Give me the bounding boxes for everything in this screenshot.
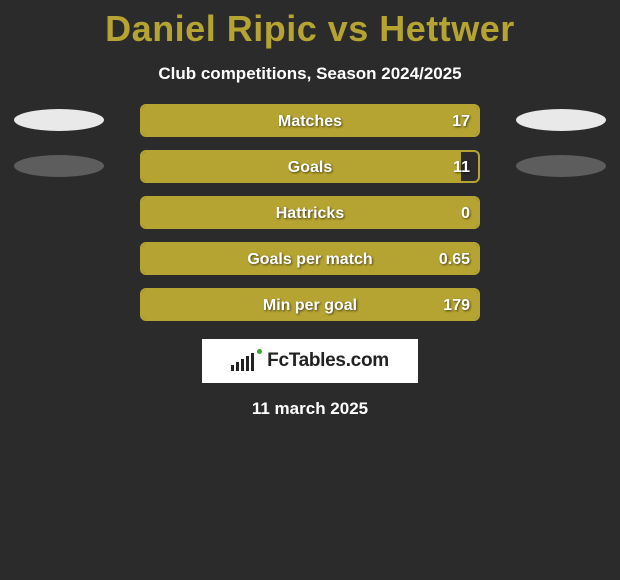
logo-box: FcTables.com bbox=[202, 339, 418, 383]
stat-value: 11 bbox=[453, 152, 470, 183]
row-shadow-left bbox=[14, 109, 104, 131]
date-text: 11 march 2025 bbox=[0, 383, 620, 419]
page-title: Daniel Ripic vs Hettwer bbox=[0, 0, 620, 50]
stat-bar: Min per goal179 bbox=[140, 288, 480, 321]
stat-label: Matches bbox=[142, 106, 478, 137]
stat-value: 17 bbox=[452, 106, 470, 137]
stat-label: Min per goal bbox=[142, 290, 478, 321]
stat-row: Goals per match0.65 bbox=[0, 242, 620, 275]
stat-row: Matches17 bbox=[0, 104, 620, 137]
stat-row: Min per goal179 bbox=[0, 288, 620, 321]
stats-rows: Matches17 Goals11 Hattricks0 Goals per matc… bbox=[0, 104, 620, 321]
stat-row: Hattricks0 bbox=[0, 196, 620, 229]
row-shadow-left bbox=[14, 155, 104, 177]
stat-row: Goals11 bbox=[0, 150, 620, 183]
stat-label: Hattricks bbox=[142, 198, 478, 229]
row-shadow-right bbox=[516, 155, 606, 177]
subtitle: Club competitions, Season 2024/2025 bbox=[0, 50, 620, 104]
stat-value: 0 bbox=[461, 198, 470, 229]
stat-value: 179 bbox=[443, 290, 470, 321]
stat-label: Goals per match bbox=[142, 244, 478, 275]
stat-label: Goals bbox=[142, 152, 478, 183]
row-shadow-right bbox=[516, 109, 606, 131]
stat-bar: Matches17 bbox=[140, 104, 480, 137]
stat-bar: Hattricks0 bbox=[140, 196, 480, 229]
stat-bar: Goals per match0.65 bbox=[140, 242, 480, 275]
stat-bar: Goals11 bbox=[140, 150, 480, 183]
stat-value: 0.65 bbox=[439, 244, 470, 275]
logo-text: FcTables.com bbox=[267, 350, 389, 372]
logo-bars-icon bbox=[231, 351, 261, 371]
